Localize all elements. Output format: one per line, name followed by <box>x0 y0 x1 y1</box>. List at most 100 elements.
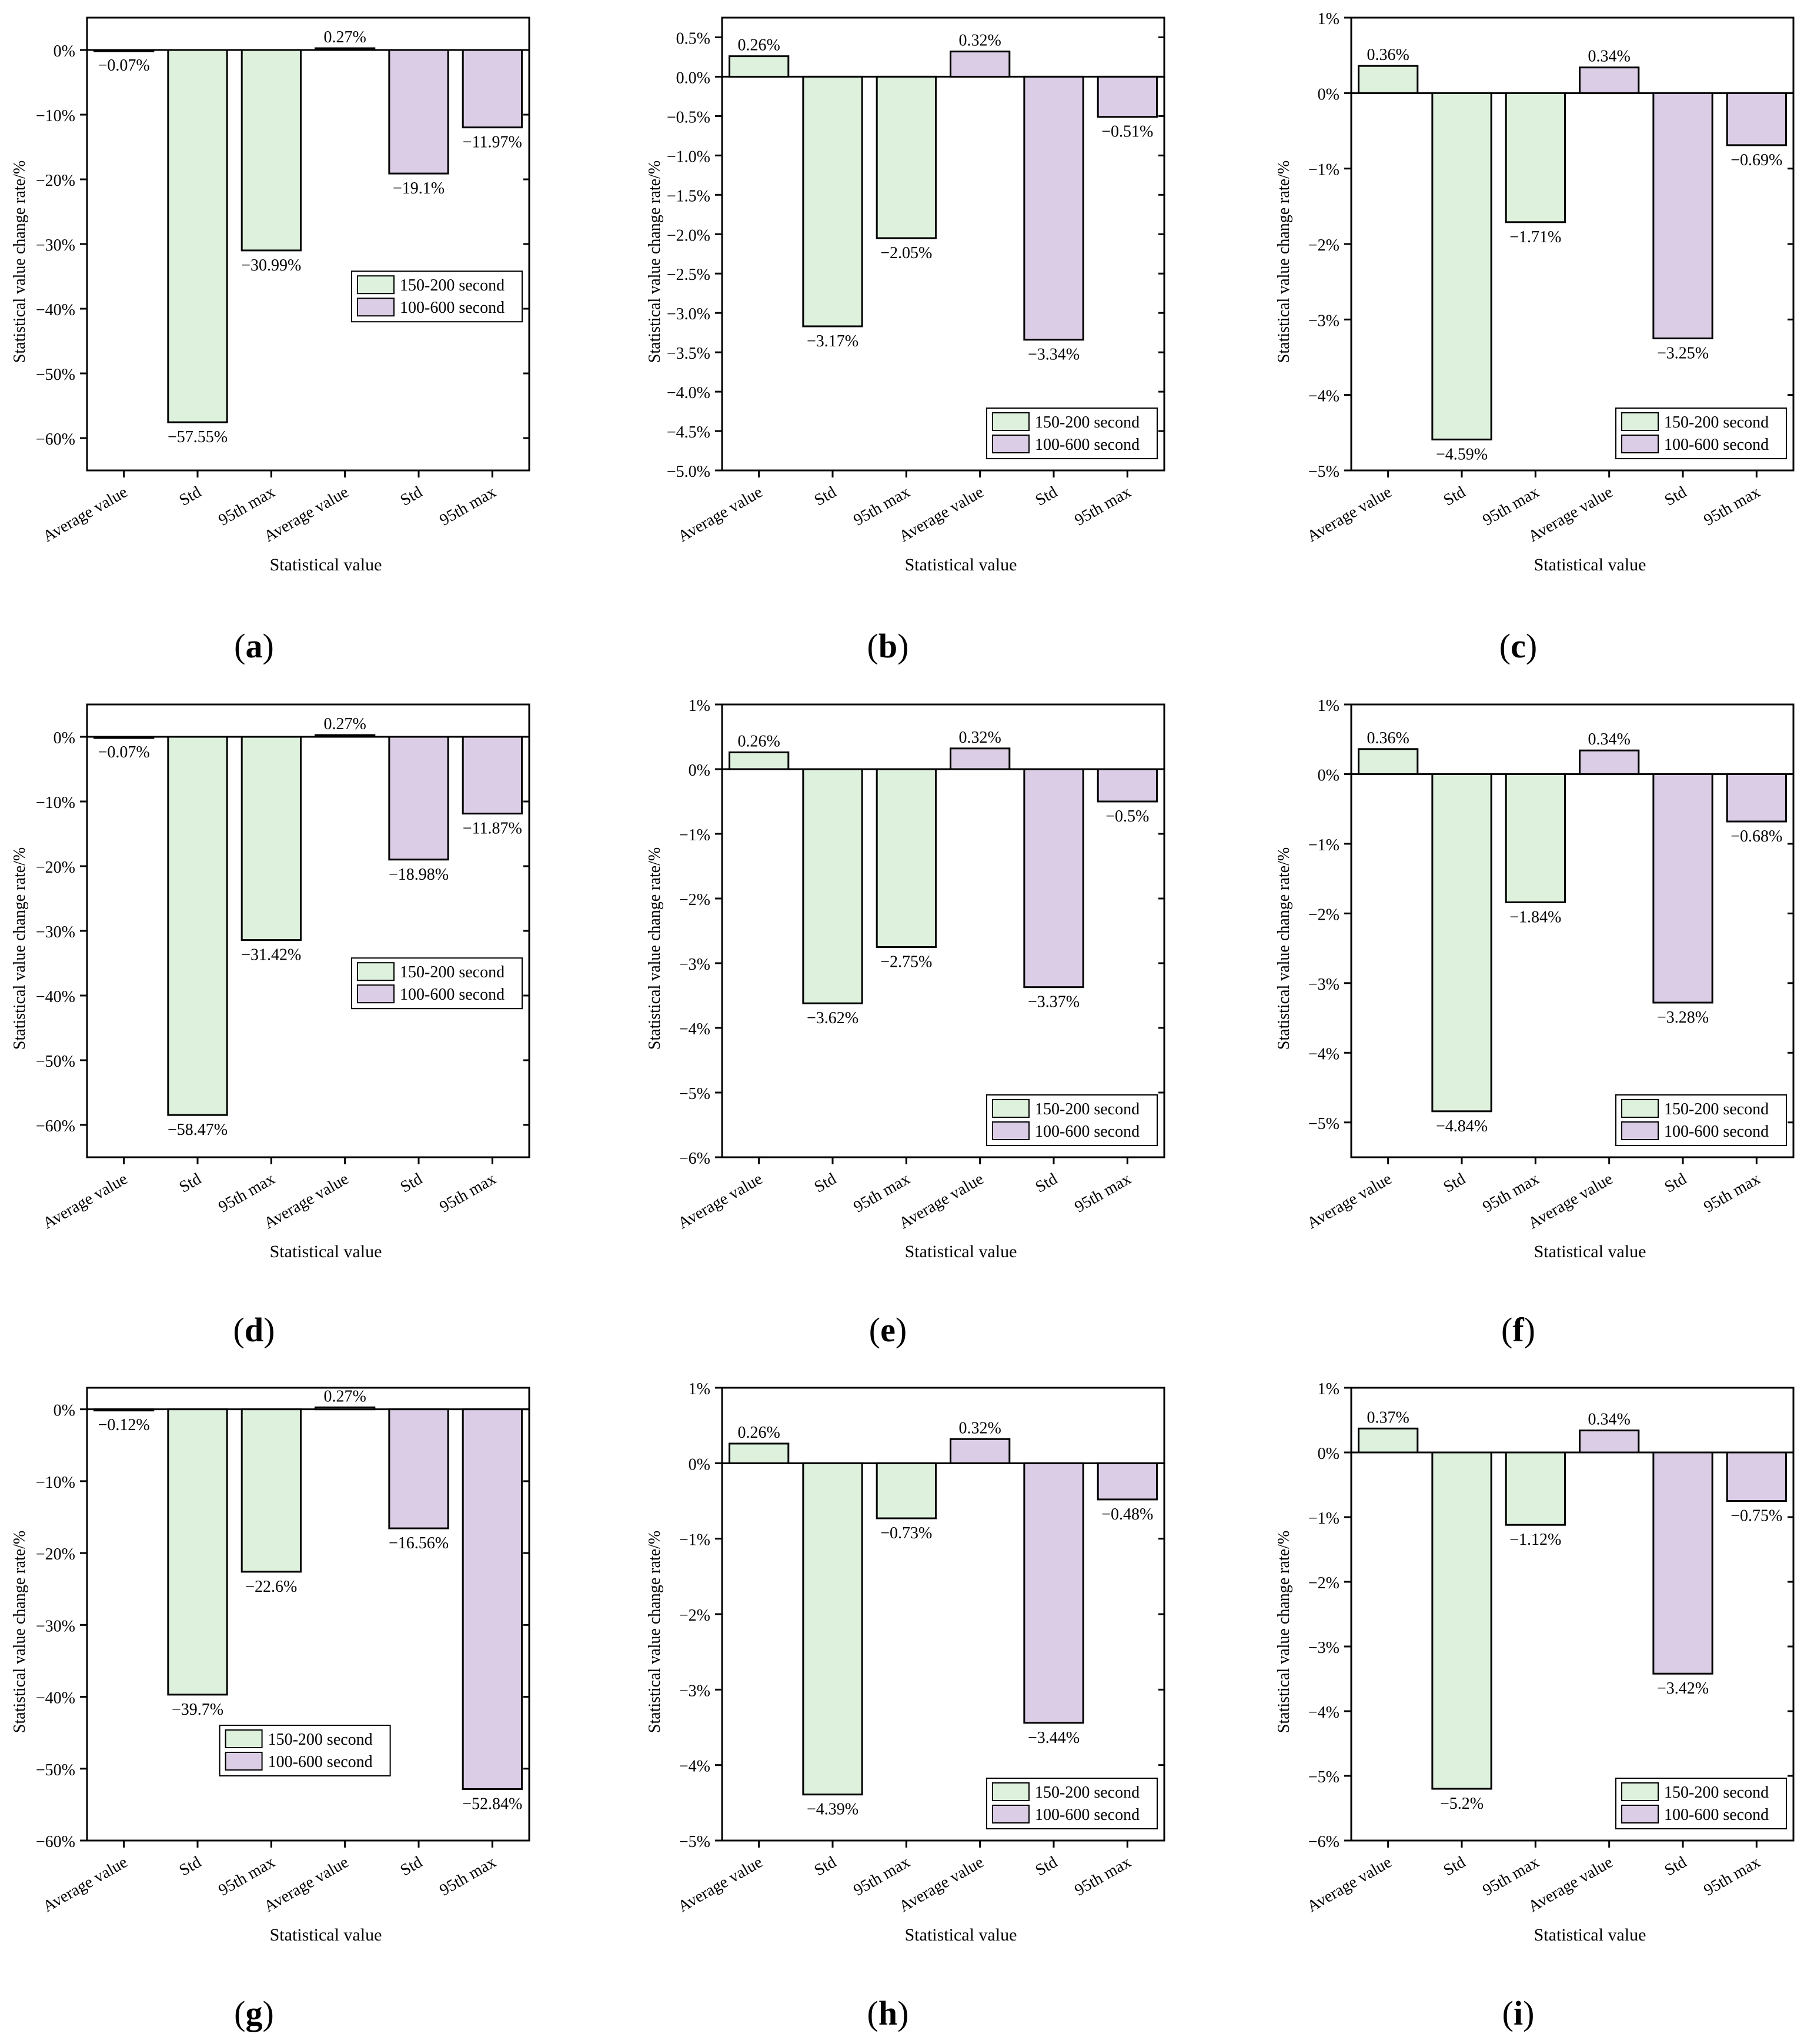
bar-value-label: −16.56% <box>389 1534 449 1552</box>
bar-s2 <box>1652 1451 1713 1675</box>
bar-s2 <box>462 49 523 129</box>
y-tick-label: −10% <box>36 1474 75 1492</box>
chart-f: 1% 0% −1% −2% −3% −4% −5% Average value Std 95th … <box>1275 697 1795 1261</box>
bar-value-label: 0.37% <box>1367 1408 1409 1427</box>
x-tick-label: Average value <box>675 483 766 546</box>
legend-swatch-s1 <box>992 1099 1030 1118</box>
x-tick-label: Average value <box>1304 1853 1395 1916</box>
bar-s1 <box>729 751 790 770</box>
y-tick-label: −4% <box>1308 388 1339 406</box>
y-axis-title: Statistical value change rate/% <box>11 161 29 363</box>
x-tick-label: Std <box>1441 1853 1469 1880</box>
panel-caption-letter: c <box>1511 627 1526 665</box>
y-tick-label: −3.0% <box>667 305 710 323</box>
bar-s1 <box>167 736 228 1116</box>
bar-s2 <box>315 47 376 51</box>
chart-e: 1% 0% −1% −2% −3% −4% −5% −6% Average value Std 95… <box>646 697 1165 1261</box>
x-tick-label: Average value <box>40 483 131 546</box>
x-tick-label: Std <box>397 1853 426 1880</box>
bar-s1 <box>1431 92 1492 440</box>
bar-value-label: −0.51% <box>1101 123 1153 141</box>
y-tick-label: −2% <box>679 1607 710 1625</box>
bar-value-label: −5.2% <box>1440 1795 1484 1813</box>
bar-value-label: −4.84% <box>1436 1117 1488 1135</box>
bar-s2 <box>315 1406 376 1411</box>
y-tick-label: 0% <box>54 42 75 61</box>
bar-value-label: −11.87% <box>463 820 522 838</box>
y-tick-label: −5% <box>1308 1115 1339 1133</box>
bar-s2 <box>1023 768 1084 988</box>
bar-value-label: −0.5% <box>1105 807 1149 826</box>
x-axis-title: Statistical value <box>270 1242 382 1261</box>
y-tick-label: 1% <box>689 1380 710 1398</box>
y-tick-label: −10% <box>36 794 75 812</box>
bar-s2 <box>1652 773 1713 1004</box>
x-tick-label: Std <box>1033 1853 1061 1880</box>
bar-value-label: −0.48% <box>1101 1505 1153 1524</box>
panel-caption-e: (e) <box>868 1311 907 1349</box>
y-tick-label: −50% <box>36 366 75 384</box>
panel-caption-letter: i <box>1513 1994 1524 2032</box>
legend-label-s2: 100-600 second <box>1664 1806 1769 1824</box>
legend-label-s1: 150-200 second <box>400 276 505 295</box>
y-axis-title: Statistical value change rate/% <box>646 161 664 363</box>
bar-value-label: 0.32% <box>959 1419 1001 1437</box>
plot-frame <box>721 16 1165 472</box>
y-tick-label: −4% <box>1308 1045 1339 1063</box>
bar-s1 <box>167 1408 228 1696</box>
panel-caption-letter: g <box>245 1994 263 2032</box>
bar-s1 <box>1431 773 1492 1113</box>
x-tick-label: 95th max <box>215 1170 278 1216</box>
bar-value-label: −4.59% <box>1436 445 1488 463</box>
x-tick-label: 95th max <box>1479 1170 1542 1216</box>
legend-swatch-s1 <box>357 275 395 295</box>
y-tick-label: 0.5% <box>676 29 710 48</box>
bar-s2 <box>388 49 449 175</box>
y-tick-label: −0.5% <box>667 108 710 126</box>
legend-swatch-s2 <box>357 298 395 317</box>
x-tick-label: 95th max <box>1071 483 1134 529</box>
panel-caption-c: (c) <box>1499 627 1538 665</box>
legend-label-s2: 100-600 second <box>400 986 505 1004</box>
bar-s2 <box>950 1438 1011 1464</box>
x-tick-label: Std <box>1441 483 1469 510</box>
bar-s2 <box>1023 1462 1084 1724</box>
bar-value-label: 0.34% <box>1588 48 1631 66</box>
y-axis-title: Statistical value change rate/% <box>11 847 29 1050</box>
legend-label-s1: 150-200 second <box>1664 1100 1769 1118</box>
bar-s2 <box>462 1408 523 1790</box>
y-axis-title: Statistical value change rate/% <box>1275 161 1293 363</box>
y-axis-title: Statistical value change rate/% <box>11 1531 29 1733</box>
y-tick-label: −5% <box>1308 463 1339 481</box>
y-tick-label: −20% <box>36 859 75 877</box>
x-tick-label: 95th max <box>850 1170 913 1216</box>
bar-s2 <box>1726 92 1787 146</box>
y-tick-label: −4% <box>679 1758 710 1776</box>
bar-value-label: −0.07% <box>98 56 150 75</box>
x-axis-title: Statistical value <box>270 1925 382 1945</box>
y-tick-label: −1% <box>679 1531 710 1549</box>
x-tick-label: Average value <box>1304 1170 1395 1233</box>
legend-label-s2: 100-600 second <box>1035 1123 1140 1141</box>
bar-value-label: 0.32% <box>959 32 1001 50</box>
y-tick-label: 0.0% <box>676 69 710 87</box>
legend-label-s1: 150-200 second <box>1664 1784 1769 1802</box>
bar-value-label: −1.12% <box>1509 1531 1561 1549</box>
bar-value-label: 0.26% <box>738 1424 780 1442</box>
x-tick-label: Average value <box>40 1853 131 1916</box>
panel-caption-d: (d) <box>233 1311 275 1349</box>
bar-s2 <box>950 51 1011 78</box>
chart-b: 0.5% 0.0% −0.5% −1.0% −1.5% −2.0% −2.5% −3.0% −3… <box>646 16 1165 575</box>
bar-s2 <box>462 736 523 815</box>
y-axis-title: Statistical value change rate/% <box>646 847 664 1050</box>
legend-label-s1: 150-200 second <box>1664 413 1769 432</box>
bar-s1 <box>729 55 790 78</box>
y-tick-label: −50% <box>36 1761 75 1779</box>
bar-value-label: 0.27% <box>324 1387 366 1405</box>
y-tick-label: −4.5% <box>667 423 710 442</box>
bar-s2 <box>1097 768 1158 803</box>
bar-value-label: −58.47% <box>168 1121 228 1139</box>
legend-swatch-s1 <box>357 962 395 981</box>
bar-value-label: −2.05% <box>880 244 932 262</box>
y-tick-label: −40% <box>36 301 75 319</box>
